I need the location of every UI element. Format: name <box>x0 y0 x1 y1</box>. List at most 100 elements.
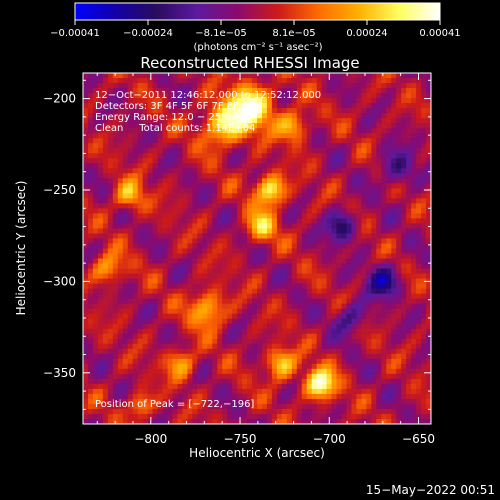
heatmap-cell <box>281 283 288 290</box>
heatmap-cell <box>291 213 298 220</box>
heatmap-cell <box>172 203 179 209</box>
heatmap-cell <box>271 143 278 149</box>
heatmap-cell <box>257 408 263 415</box>
heatmap-cell <box>366 383 372 390</box>
heatmap-cell <box>237 83 243 89</box>
heatmap-cell <box>207 253 213 260</box>
heatmap-cell <box>411 318 417 325</box>
heatmap-cell <box>296 228 303 235</box>
heatmap-cell <box>207 368 213 375</box>
heatmap-cell <box>331 268 338 275</box>
heatmap-cell <box>112 358 119 365</box>
heatmap-cell <box>217 333 223 340</box>
heatmap-cell <box>167 103 174 109</box>
heatmap-cell <box>271 308 278 315</box>
heatmap-cell <box>306 103 313 109</box>
heatmap-cell <box>142 358 149 365</box>
heatmap-cell <box>167 258 174 265</box>
heatmap-cell <box>142 213 149 220</box>
heatmap-cell <box>247 138 253 144</box>
heatmap-cell <box>301 418 308 424</box>
heatmap-cell <box>356 318 362 325</box>
heatmap-cell <box>381 283 387 290</box>
heatmap-cell <box>306 258 313 265</box>
heatmap-cell <box>276 408 283 415</box>
heatmap-cell <box>97 128 104 134</box>
heatmap-cell <box>391 283 397 290</box>
heatmap-cell <box>361 93 367 99</box>
heatmap-cell <box>112 248 119 255</box>
heatmap-cell <box>192 298 198 305</box>
heatmap-cell <box>162 363 169 370</box>
heatmap-cell <box>172 323 179 330</box>
heatmap-cell <box>366 93 372 99</box>
heatmap-cell <box>356 218 362 225</box>
heatmap-cell <box>261 148 268 154</box>
heatmap-cell <box>177 258 184 265</box>
heatmap-cell <box>271 153 278 159</box>
heatmap-cell <box>102 373 109 380</box>
heatmap-cell <box>177 143 184 149</box>
heatmap-cell <box>97 273 104 280</box>
heatmap-cell <box>406 108 412 114</box>
heatmap-cell <box>87 253 94 260</box>
heatmap-cell <box>261 313 268 320</box>
heatmap-cell <box>227 348 233 355</box>
heatmap-cell <box>222 313 228 320</box>
heatmap-cell <box>252 378 258 385</box>
heatmap-cell <box>356 408 362 415</box>
heatmap-cell <box>197 343 203 350</box>
heatmap-cell <box>281 303 288 310</box>
heatmap-cell <box>296 418 303 424</box>
heatmap-cell <box>356 233 362 240</box>
heatmap-cell <box>331 133 338 139</box>
heatmap-cell <box>261 73 268 79</box>
heatmap-cell <box>321 418 328 424</box>
heatmap-cell <box>127 118 134 124</box>
heatmap-cell <box>112 143 119 149</box>
heatmap-cell <box>142 223 149 230</box>
heatmap-cell <box>376 343 382 350</box>
heatmap-cell <box>341 263 348 270</box>
heatmap-cell <box>247 393 253 400</box>
heatmap-cell <box>192 288 198 295</box>
heatmap-cell <box>157 253 164 260</box>
heatmap-cell <box>112 368 119 375</box>
heatmap-cell <box>227 418 233 424</box>
heatmap-cell <box>83 378 89 385</box>
heatmap-cell <box>97 308 104 315</box>
heatmap-cell <box>122 203 129 209</box>
heatmap-cell <box>162 218 169 225</box>
heatmap-cell <box>242 93 248 99</box>
heatmap-cell <box>167 303 174 310</box>
heatmap-cell <box>172 168 179 174</box>
heatmap-cell <box>197 153 203 159</box>
heatmap-cell <box>376 328 382 335</box>
heatmap-cell <box>266 143 273 149</box>
heatmap-cell <box>227 253 233 260</box>
heatmap-cell <box>421 253 427 260</box>
heatmap-cell <box>157 118 164 124</box>
heatmap-cell <box>426 93 431 99</box>
heatmap-cell <box>386 313 392 320</box>
heatmap-cell <box>331 128 338 134</box>
heatmap-cell <box>112 148 119 154</box>
heatmap-cell <box>411 368 417 375</box>
heatmap-cell <box>107 133 114 139</box>
heatmap-cell <box>232 103 238 109</box>
heatmap-cell <box>266 283 273 290</box>
heatmap-cell <box>331 248 338 255</box>
heatmap-cell <box>336 238 343 245</box>
heatmap-cell <box>187 373 193 380</box>
heatmap-cell <box>331 193 338 199</box>
heatmap-cell <box>207 213 213 220</box>
heatmap-cell <box>222 188 228 194</box>
heatmap-cell <box>386 368 392 375</box>
heatmap-cell <box>356 143 362 149</box>
heatmap-cell <box>187 418 193 424</box>
heatmap-cell <box>426 178 431 184</box>
heatmap-cell <box>286 268 293 275</box>
heatmap-cell <box>331 293 338 300</box>
heatmap-cell <box>167 373 174 380</box>
heatmap-cell <box>222 283 228 290</box>
